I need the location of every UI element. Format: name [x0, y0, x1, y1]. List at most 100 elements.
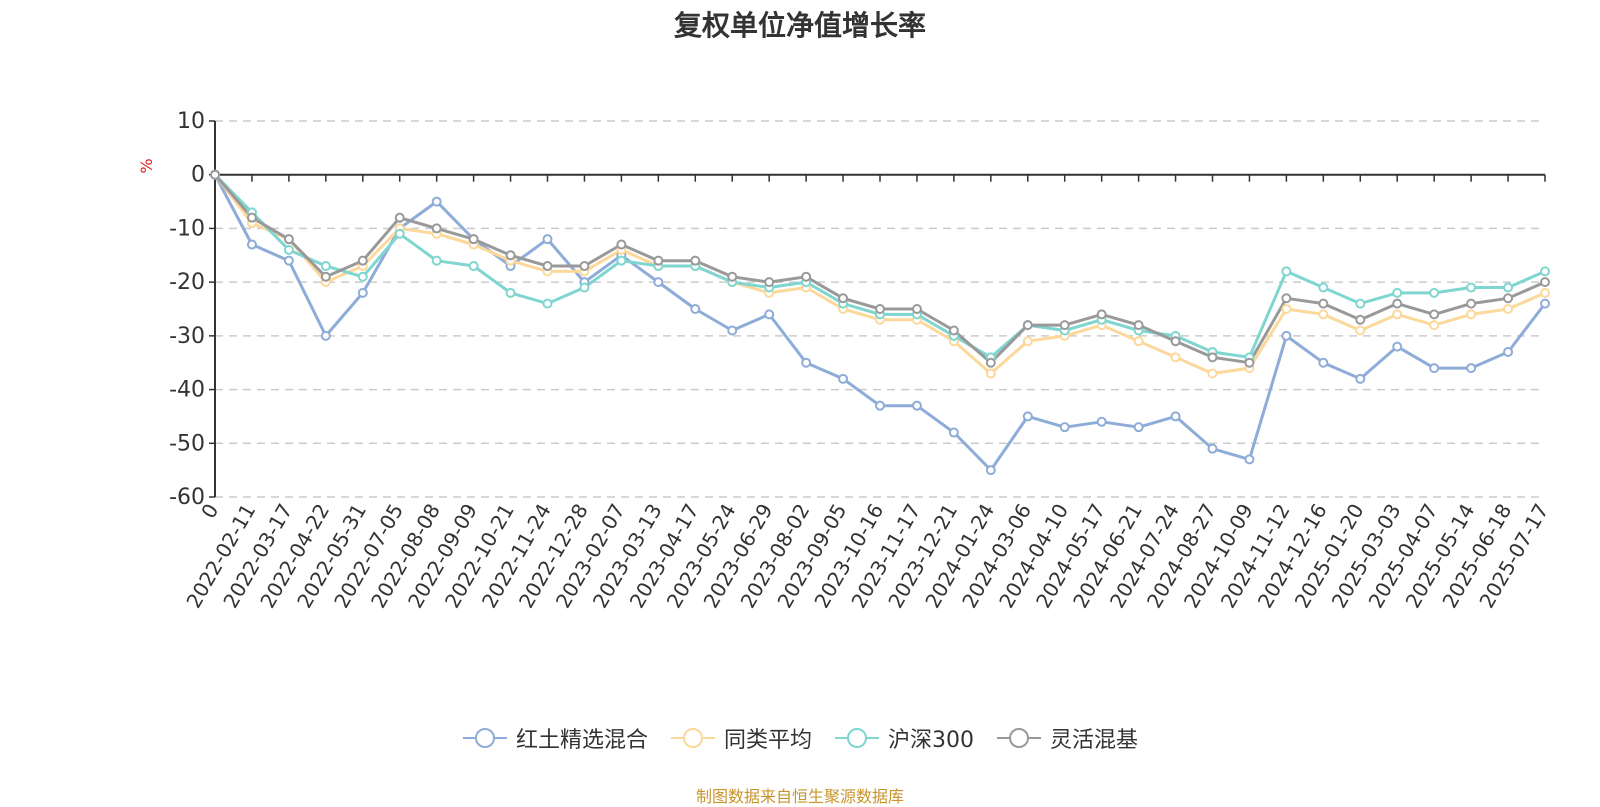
- series-0-point: [1022, 411, 1033, 422]
- series-2-point: [394, 228, 405, 239]
- series-0-point: [1133, 422, 1144, 433]
- series-2-point: [1466, 282, 1477, 293]
- series-3-point: [357, 255, 368, 266]
- series-3-point: [948, 325, 959, 336]
- series-3-point: [1281, 293, 1292, 304]
- series-0-point: [1429, 363, 1440, 374]
- series-1-point: [1355, 325, 1366, 336]
- legend-item-series-3[interactable]: 灵活混基: [996, 722, 1138, 754]
- series-0-point: [1318, 357, 1329, 368]
- series-0-point: [246, 239, 257, 250]
- series-line-3: [213, 173, 1546, 365]
- series-0-point: [838, 373, 849, 384]
- legend: 红土精选混合 同类平均 沪深300 灵活混基: [0, 722, 1600, 754]
- series-3-point: [579, 261, 590, 272]
- series-2-point: [1503, 282, 1514, 293]
- line-chart: 100-10-20-30-40-50-6002022-02-112022-03-…: [137, 109, 1553, 612]
- series-0-point: [1355, 373, 1366, 384]
- series-3-point: [1096, 309, 1107, 320]
- series-2-point: [1281, 266, 1292, 277]
- series-3-point: [911, 304, 922, 314]
- legend-series-3-icon: [997, 728, 1041, 748]
- series-2-point: [1540, 266, 1550, 277]
- series-line-1: [213, 173, 1546, 375]
- source-note: 制图数据来自恒生聚源数据库: [695, 787, 904, 806]
- y-axis-label: %: [137, 158, 156, 173]
- series-1-point: [1133, 336, 1144, 347]
- series-0-point: [1207, 443, 1218, 454]
- series-0-point: [1503, 346, 1514, 357]
- series-0-point: [1281, 330, 1292, 341]
- series-1-point: [1022, 336, 1033, 347]
- y-tick-label: 0: [191, 163, 205, 188]
- series-3-point: [431, 223, 442, 234]
- series-2-point: [320, 261, 331, 272]
- series-3-point: [1503, 293, 1514, 304]
- y-tick-label: -40: [169, 378, 205, 403]
- x-tick-label: 0: [196, 500, 223, 523]
- legend-label-series-3: 灵活混基: [1050, 728, 1139, 753]
- series-3-point: [653, 255, 664, 266]
- series-3-point: [394, 212, 405, 223]
- grid-lines: [215, 120, 1545, 498]
- series-1-point: [1429, 320, 1440, 331]
- series-3-point: [468, 234, 479, 245]
- series-3-point: [1466, 298, 1477, 309]
- series-2-point: [357, 271, 368, 282]
- series-0-point: [357, 287, 368, 298]
- series-3-point: [1022, 320, 1033, 331]
- series-2-point: [1429, 287, 1440, 298]
- series-3-point: [1059, 320, 1070, 331]
- series-0-point: [948, 427, 959, 438]
- series-0-point: [727, 325, 738, 336]
- series-0-point: [690, 304, 701, 314]
- series-1-point: [1170, 352, 1181, 363]
- legend-label-series-1: 同类平均: [723, 728, 812, 753]
- series-0-point: [1466, 363, 1477, 374]
- legend-item-series-2[interactable]: 沪深300: [834, 722, 974, 754]
- series-3-point: [764, 277, 775, 288]
- series-lines: [210, 169, 1550, 476]
- y-tick-label: -20: [169, 270, 205, 295]
- y-tick-label: -60: [169, 485, 205, 510]
- series-1-point: [1503, 304, 1514, 314]
- series-2-point: [1355, 298, 1366, 309]
- series-3-point: [505, 250, 516, 261]
- legend-series-0-icon: [462, 728, 507, 748]
- series-2-point: [431, 255, 442, 266]
- legend-label-series-2: 沪深300: [888, 728, 974, 753]
- series-3-point: [875, 304, 885, 314]
- series-0-point: [542, 234, 553, 245]
- series-1-point: [1318, 309, 1329, 320]
- series-3-point: [542, 261, 553, 272]
- series-0-point: [1244, 454, 1255, 465]
- series-3-point: [1170, 336, 1181, 347]
- chart-title: 复权单位净值增长率: [673, 9, 926, 42]
- series-3-point: [1207, 352, 1218, 363]
- series-3-point: [210, 169, 220, 180]
- series-0-point: [431, 196, 442, 207]
- series-3-point: [1540, 277, 1550, 288]
- series-2-point: [1392, 287, 1403, 298]
- series-2-point: [468, 261, 479, 272]
- series-2-point: [1318, 282, 1329, 293]
- series-0-point: [1170, 411, 1181, 422]
- legend-label-series-0: 红土精选混合: [515, 728, 648, 753]
- series-3-point: [727, 271, 738, 282]
- series-3-point: [1244, 357, 1255, 368]
- legend-series-1-icon: [670, 728, 715, 748]
- series-0-point: [764, 309, 775, 320]
- series-2-point: [579, 282, 590, 293]
- y-tick-label: 10: [177, 109, 205, 134]
- series-0-point: [1392, 341, 1403, 352]
- series-1-point: [1392, 309, 1403, 320]
- y-tick-label: -30: [169, 324, 205, 349]
- legend-item-series-1[interactable]: 同类平均: [670, 722, 812, 754]
- series-3-point: [1355, 314, 1366, 325]
- series-3-point: [246, 212, 257, 223]
- series-3-point: [1429, 309, 1440, 320]
- legend-item-series-0[interactable]: 红土精选混合: [462, 722, 648, 754]
- series-3-point: [1318, 298, 1329, 309]
- series-3-point: [690, 255, 701, 266]
- series-2-point: [616, 255, 627, 266]
